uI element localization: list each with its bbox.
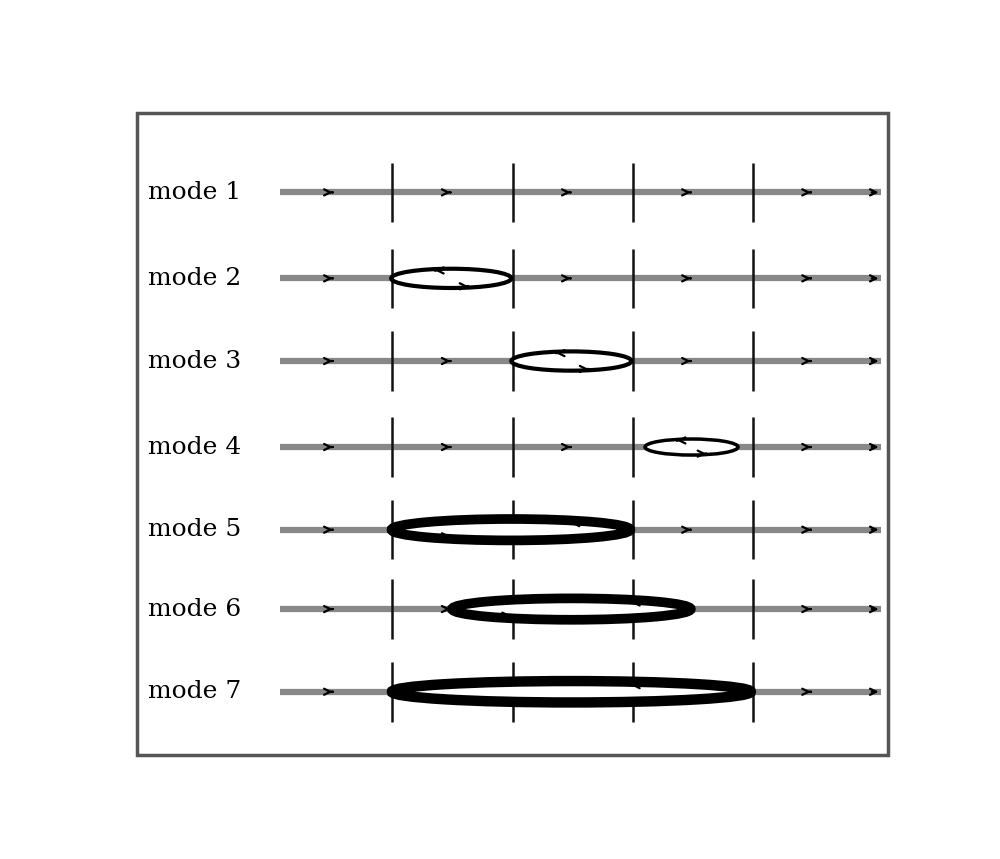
Ellipse shape: [452, 599, 691, 619]
Ellipse shape: [645, 439, 738, 455]
Text: mode 4: mode 4: [148, 436, 242, 459]
Ellipse shape: [511, 351, 631, 371]
Text: mode 2: mode 2: [148, 267, 242, 289]
Text: mode 3: mode 3: [148, 350, 242, 373]
Text: mode 1: mode 1: [148, 181, 241, 204]
Ellipse shape: [391, 269, 511, 288]
Ellipse shape: [392, 519, 630, 540]
Text: mode 6: mode 6: [148, 598, 242, 620]
Text: mode 7: mode 7: [148, 680, 242, 704]
FancyBboxPatch shape: [137, 113, 888, 754]
Text: mode 5: mode 5: [148, 518, 242, 541]
Ellipse shape: [392, 681, 751, 703]
